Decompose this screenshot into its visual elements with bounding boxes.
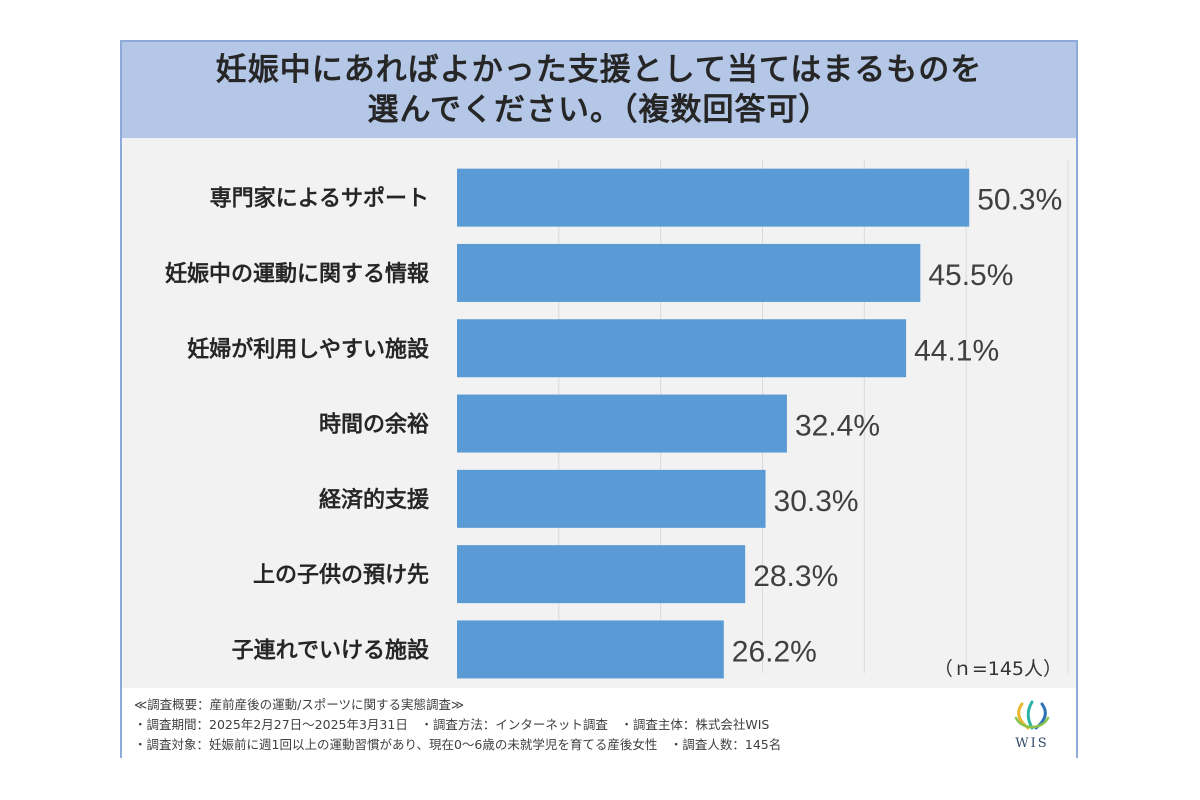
value-label: 45.5% bbox=[928, 259, 1013, 292]
category-label: 経済的支援 bbox=[319, 487, 430, 513]
category-label: 上の子供の預け先 bbox=[253, 562, 429, 588]
bar bbox=[457, 168, 970, 227]
sample-size-note: （ｎ=145人） bbox=[933, 658, 1062, 680]
wis-wave-logo-icon bbox=[1014, 700, 1050, 730]
category-label: 妊娠中の運動に関する情報 bbox=[165, 261, 430, 287]
category-label: 妊婦が利用しやすい施設 bbox=[187, 336, 430, 362]
wis-logo-text: WIS bbox=[1015, 736, 1049, 751]
category-label: 専門家によるサポート bbox=[210, 186, 429, 212]
bar bbox=[457, 620, 724, 679]
survey-footer: ≪調査概要：産前産後の運動/スポーツに関する実態調査≫ ・調査期間：2025年2… bbox=[122, 688, 1076, 758]
survey-target: ・調査対象：妊娠前に週1回以上の運動習慣があり、現在0～6歳の未就学児を育てる産… bbox=[134, 737, 782, 752]
value-label: 50.3% bbox=[977, 184, 1062, 217]
category-label: 子連れでいける施設 bbox=[232, 637, 430, 663]
survey-overview: ≪調査概要：産前産後の運動/スポーツに関する実態調査≫ bbox=[134, 697, 465, 712]
value-label: 44.1% bbox=[914, 334, 999, 367]
value-label: 30.3% bbox=[774, 485, 859, 518]
chart-frame: 妊娠中にあればよかった支援として当てはまるものを 選んでください。（複数回答可）… bbox=[120, 40, 1078, 758]
bar bbox=[457, 243, 921, 302]
value-label: 32.4% bbox=[795, 410, 880, 443]
chart-title-line-1: 妊娠中にあればよかった支援として当てはまるものを bbox=[215, 52, 983, 88]
value-label: 26.2% bbox=[732, 635, 817, 668]
bar bbox=[457, 469, 766, 528]
chart-title-line-2: 選んでください。（複数回答可） bbox=[367, 92, 831, 128]
bar bbox=[457, 394, 787, 453]
bar bbox=[457, 545, 746, 604]
category-label: 時間の余裕 bbox=[319, 412, 429, 438]
value-label: 28.3% bbox=[753, 560, 838, 593]
bar-chart: 専門家によるサポート 50.3% 妊娠中の運動に関する情報 45.5% 妊婦が利用しやす… bbox=[165, 160, 1069, 679]
plot-area: 専門家によるサポート 50.3% 妊娠中の運動に関する情報 45.5% 妊婦が利用しやす… bbox=[122, 138, 1076, 688]
bar bbox=[457, 319, 907, 378]
chart-title: 妊娠中にあればよかった支援として当てはまるものを 選んでください。（複数回答可） bbox=[122, 42, 1076, 138]
wis-logo: WIS bbox=[1008, 698, 1056, 754]
survey-period-method: ・調査期間：2025年2月27日～2025年3月31日 ・調査方法：インターネッ… bbox=[134, 717, 770, 732]
